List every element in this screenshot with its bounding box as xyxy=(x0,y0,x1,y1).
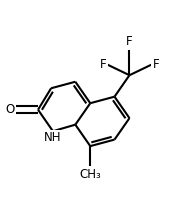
Text: CH₃: CH₃ xyxy=(79,167,101,181)
Text: O: O xyxy=(5,103,15,116)
Text: NH: NH xyxy=(44,131,62,144)
Text: F: F xyxy=(126,35,133,48)
Text: F: F xyxy=(153,57,159,71)
Text: F: F xyxy=(99,57,106,71)
